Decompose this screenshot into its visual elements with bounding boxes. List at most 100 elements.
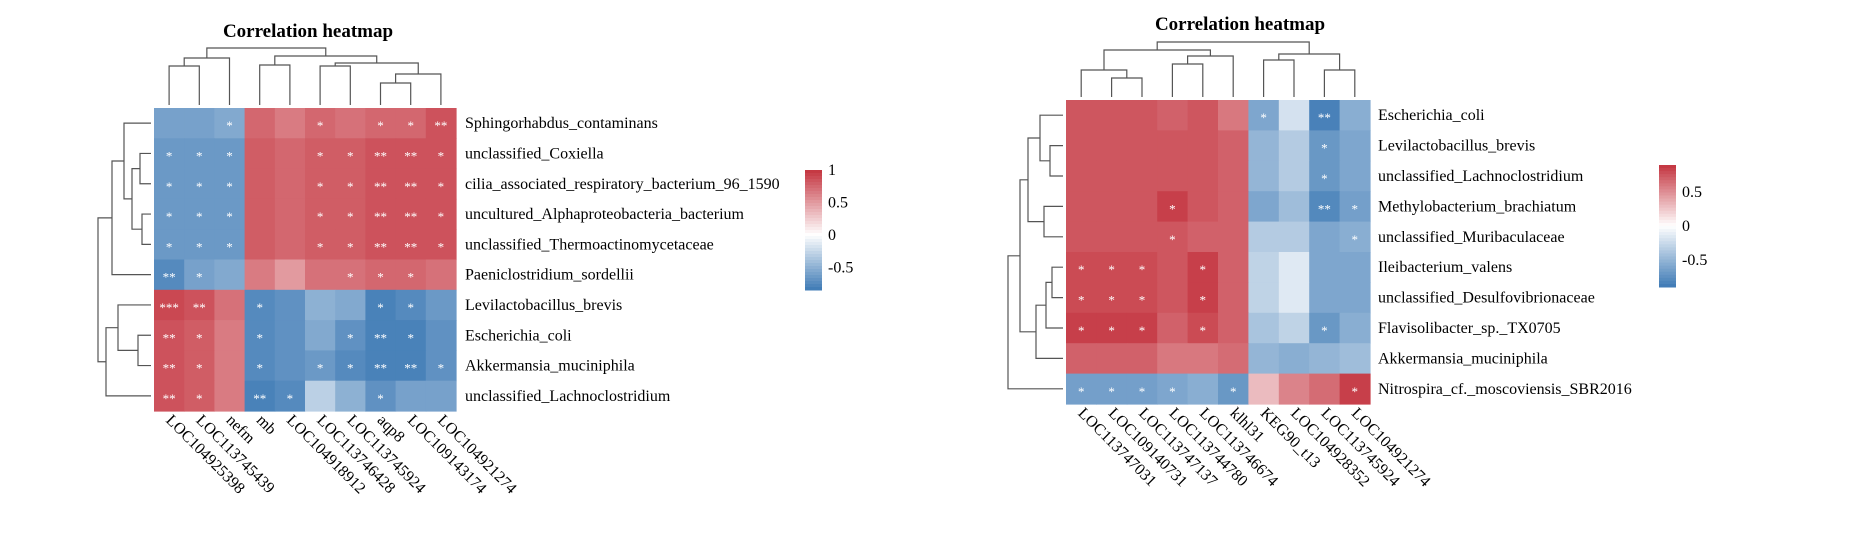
heatmap-cell <box>1066 343 1097 375</box>
heatmap-cell <box>274 108 306 139</box>
significance-mark: * <box>377 300 384 315</box>
significance-mark: ** <box>404 239 417 254</box>
significance-mark: ** <box>1318 201 1331 216</box>
dendrogram-branch <box>1278 53 1341 70</box>
significance-mark: * <box>226 148 233 163</box>
legend-gradient-step <box>805 215 822 219</box>
heatmap-cell <box>274 229 306 261</box>
significance-mark: * <box>256 361 263 376</box>
heatmap-cell <box>1126 100 1158 131</box>
row-label: unclassified_Lachnoclostridium <box>465 388 671 405</box>
legend-gradient-step <box>805 230 822 234</box>
significance-mark: * <box>1169 201 1176 216</box>
legend-gradient-step <box>1659 207 1676 212</box>
significance-mark: * <box>226 239 233 254</box>
legend-gradient-step <box>805 254 822 258</box>
legend-gradient-step <box>805 257 822 261</box>
heatmap-cell <box>395 350 427 382</box>
dendrogram-branch <box>141 213 151 245</box>
legend-gradient-step <box>805 221 822 225</box>
heatmap-cell <box>1157 221 1189 253</box>
legend-gradient-step <box>1659 268 1676 273</box>
heatmap-cell <box>274 259 306 291</box>
legend-gradient-step <box>805 284 822 288</box>
significance-mark: * <box>196 330 203 345</box>
heatmap-cell <box>305 380 336 412</box>
heatmap-cell <box>395 198 427 230</box>
significance-mark: * <box>196 148 203 163</box>
dendrogram-branch <box>97 217 112 363</box>
legend-gradient-step <box>805 278 822 282</box>
heatmap-cell <box>1187 100 1219 131</box>
significance-mark: * <box>196 361 203 376</box>
heatmap-cell <box>154 380 185 412</box>
heatmap-cell <box>274 138 306 170</box>
heatmap-cell <box>1096 312 1128 344</box>
row-label: Escherichia_coli <box>1378 107 1485 124</box>
significance-mark: ** <box>163 361 176 376</box>
heatmap-cell <box>365 138 397 170</box>
heatmap-cell <box>184 350 215 382</box>
heatmap-cell <box>1066 160 1097 192</box>
significance-mark: ** <box>374 239 387 254</box>
heatmap-cell <box>1339 343 1371 375</box>
legend-gradient-step <box>1659 210 1676 215</box>
heatmap-cell <box>335 138 366 170</box>
heatmap-cell <box>154 320 185 351</box>
heatmap-cell <box>274 320 306 351</box>
legend-gradient-step <box>805 281 822 285</box>
heatmap-cells-right: * ***** ** ** ** * * ** * * ** * * * ** * * * * * <box>1066 100 1371 405</box>
heatmap-cell <box>1278 312 1310 344</box>
heatmap-cell <box>1066 282 1097 314</box>
dendrogram-branch <box>1111 77 1143 97</box>
heatmap-cell <box>425 380 457 412</box>
significance-mark: * <box>196 391 203 406</box>
legend-gradient-step <box>805 206 822 210</box>
significance-mark: * <box>347 148 354 163</box>
heatmap-cell <box>365 259 397 291</box>
significance-mark: * <box>407 300 414 315</box>
heatmap-cell <box>365 198 397 230</box>
heatmap-cell <box>1157 100 1189 131</box>
heatmap-cell <box>154 138 185 170</box>
legend-gradient-step <box>805 218 822 222</box>
heatmap-cell <box>1126 221 1158 253</box>
heatmap-cells-left: * * * * *** * * * * ** ** ** * * * * ** ** ** * * * * ** ** ** * * *… <box>154 108 457 412</box>
heatmap-cell <box>1187 221 1219 253</box>
heatmap-cell <box>1066 221 1097 253</box>
heatmap-cell <box>1309 100 1341 131</box>
heatmap-cell <box>1096 282 1128 314</box>
legend-gradient-step <box>805 287 822 291</box>
heatmap-cell <box>274 380 306 412</box>
heatmap-cell <box>214 380 246 412</box>
heatmap-cell <box>305 168 336 200</box>
heatmap-cell <box>365 320 397 351</box>
legend-gradient-step <box>1659 177 1676 181</box>
heatmap-cell <box>184 168 215 200</box>
row-label: Ileibacterium_valens <box>1378 259 1512 276</box>
legend-gradient-step <box>805 173 822 177</box>
significance-mark: * <box>226 209 233 224</box>
row-label: Paeniclostridium_sordellii <box>465 267 634 284</box>
legend-gradient-step <box>1659 226 1676 230</box>
legend-gradient-step <box>805 182 822 186</box>
legend-gradient-step <box>1659 280 1676 285</box>
heatmap-cell <box>335 259 366 291</box>
heatmap-cell <box>395 289 427 321</box>
dendrogram-branch <box>1156 41 1310 54</box>
row-label: cilia_associated_respiratory_bacterium_9… <box>465 176 780 193</box>
dendrogram-branch <box>1080 69 1128 97</box>
dendrogram-branch <box>1263 59 1295 97</box>
dendrogram-branch <box>319 65 351 105</box>
dendrogram-branch <box>168 65 200 105</box>
legend-gradient-step <box>805 275 822 279</box>
heatmap-cell <box>184 320 215 351</box>
heatmap-cell <box>1096 252 1128 283</box>
heatmap-cell <box>184 259 215 291</box>
legend-gradient-step <box>1659 262 1676 267</box>
heatmap-cell <box>335 229 366 261</box>
legend-gradient-step <box>1659 244 1676 248</box>
significance-mark: ** <box>193 300 206 315</box>
row-label: Escherichia_coli <box>465 327 572 344</box>
heatmap-cell <box>1126 282 1158 314</box>
